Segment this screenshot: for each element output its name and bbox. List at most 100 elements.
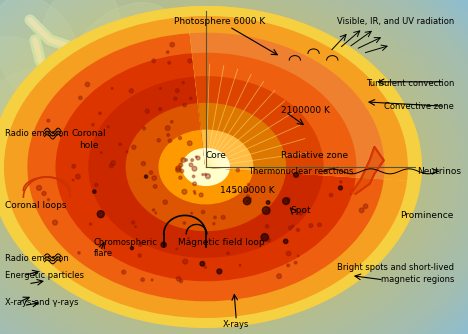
Polygon shape bbox=[196, 77, 323, 175]
Ellipse shape bbox=[52, 220, 58, 225]
Ellipse shape bbox=[160, 88, 161, 89]
Ellipse shape bbox=[163, 200, 168, 204]
Polygon shape bbox=[204, 149, 229, 169]
Ellipse shape bbox=[284, 239, 288, 243]
Ellipse shape bbox=[297, 255, 299, 257]
Ellipse shape bbox=[167, 134, 169, 136]
Ellipse shape bbox=[0, 66, 96, 150]
Ellipse shape bbox=[196, 156, 200, 160]
Text: Convective zone: Convective zone bbox=[384, 103, 454, 111]
Text: flare: flare bbox=[94, 249, 113, 258]
Ellipse shape bbox=[196, 156, 197, 158]
Ellipse shape bbox=[199, 193, 203, 197]
Ellipse shape bbox=[92, 124, 94, 126]
Ellipse shape bbox=[239, 264, 241, 266]
Ellipse shape bbox=[79, 96, 82, 100]
Ellipse shape bbox=[192, 175, 195, 178]
Ellipse shape bbox=[329, 193, 333, 197]
Ellipse shape bbox=[243, 197, 251, 205]
Ellipse shape bbox=[97, 211, 104, 218]
Ellipse shape bbox=[189, 163, 193, 167]
Ellipse shape bbox=[179, 176, 182, 179]
Ellipse shape bbox=[75, 174, 80, 179]
Ellipse shape bbox=[205, 174, 210, 179]
Ellipse shape bbox=[265, 225, 269, 228]
Ellipse shape bbox=[191, 159, 193, 161]
Ellipse shape bbox=[141, 162, 146, 166]
Ellipse shape bbox=[135, 226, 136, 227]
Ellipse shape bbox=[277, 274, 281, 279]
Ellipse shape bbox=[0, 7, 421, 327]
Text: Bright spots and short-lived: Bright spots and short-lived bbox=[337, 263, 454, 272]
Ellipse shape bbox=[249, 197, 251, 200]
Ellipse shape bbox=[183, 259, 188, 264]
Ellipse shape bbox=[153, 209, 155, 211]
Ellipse shape bbox=[145, 109, 149, 113]
Text: Visible, IR, and UV radiation: Visible, IR, and UV radiation bbox=[336, 17, 454, 26]
Text: Turbulent convection: Turbulent convection bbox=[366, 79, 454, 88]
Text: Prominence: Prominence bbox=[401, 211, 454, 220]
Ellipse shape bbox=[309, 224, 313, 227]
Ellipse shape bbox=[227, 252, 229, 255]
Polygon shape bbox=[193, 53, 356, 177]
Ellipse shape bbox=[143, 127, 146, 130]
Ellipse shape bbox=[286, 251, 291, 256]
Ellipse shape bbox=[99, 112, 101, 115]
Ellipse shape bbox=[183, 149, 229, 185]
Ellipse shape bbox=[176, 89, 179, 93]
Ellipse shape bbox=[154, 185, 157, 188]
Ellipse shape bbox=[287, 264, 290, 267]
Ellipse shape bbox=[33, 65, 127, 174]
Ellipse shape bbox=[293, 172, 299, 177]
Ellipse shape bbox=[47, 199, 50, 201]
Ellipse shape bbox=[205, 173, 206, 175]
Ellipse shape bbox=[247, 195, 249, 198]
Ellipse shape bbox=[176, 248, 177, 250]
Ellipse shape bbox=[131, 246, 133, 250]
Ellipse shape bbox=[181, 158, 185, 162]
Ellipse shape bbox=[141, 278, 145, 282]
Text: Core: Core bbox=[206, 151, 227, 160]
Ellipse shape bbox=[247, 200, 249, 202]
Ellipse shape bbox=[193, 190, 196, 192]
Ellipse shape bbox=[340, 181, 342, 183]
Ellipse shape bbox=[85, 82, 89, 87]
Ellipse shape bbox=[110, 164, 113, 168]
Ellipse shape bbox=[170, 121, 173, 123]
Ellipse shape bbox=[138, 242, 142, 246]
Text: Radio emission: Radio emission bbox=[5, 255, 68, 263]
Text: Photosphere 6000 K: Photosphere 6000 K bbox=[175, 17, 265, 26]
Ellipse shape bbox=[213, 222, 215, 225]
Polygon shape bbox=[189, 17, 407, 180]
Text: Magnetic field loop: Magnetic field loop bbox=[178, 238, 264, 246]
Ellipse shape bbox=[245, 188, 249, 192]
Ellipse shape bbox=[185, 159, 188, 161]
Text: 2100000 K: 2100000 K bbox=[281, 106, 329, 115]
Ellipse shape bbox=[202, 174, 204, 175]
Ellipse shape bbox=[299, 211, 303, 215]
Ellipse shape bbox=[214, 216, 216, 219]
Ellipse shape bbox=[261, 233, 269, 241]
Ellipse shape bbox=[180, 169, 183, 173]
Ellipse shape bbox=[176, 277, 181, 281]
Ellipse shape bbox=[132, 145, 136, 149]
Ellipse shape bbox=[157, 139, 161, 142]
Ellipse shape bbox=[338, 186, 343, 190]
Text: Thermonuclear reactions: Thermonuclear reactions bbox=[248, 167, 353, 176]
Ellipse shape bbox=[0, 36, 77, 124]
Ellipse shape bbox=[183, 104, 186, 107]
Ellipse shape bbox=[119, 143, 121, 146]
Ellipse shape bbox=[176, 168, 180, 172]
Text: X-rays and γ-rays: X-rays and γ-rays bbox=[5, 298, 78, 307]
Ellipse shape bbox=[93, 190, 96, 193]
Ellipse shape bbox=[0, 0, 83, 108]
Ellipse shape bbox=[70, 3, 176, 101]
Ellipse shape bbox=[80, 40, 200, 120]
Ellipse shape bbox=[359, 208, 364, 213]
Ellipse shape bbox=[47, 119, 50, 122]
Ellipse shape bbox=[56, 53, 356, 281]
Ellipse shape bbox=[179, 280, 183, 283]
Ellipse shape bbox=[111, 88, 113, 89]
Text: Radio emission: Radio emission bbox=[5, 129, 68, 138]
Ellipse shape bbox=[302, 209, 305, 212]
